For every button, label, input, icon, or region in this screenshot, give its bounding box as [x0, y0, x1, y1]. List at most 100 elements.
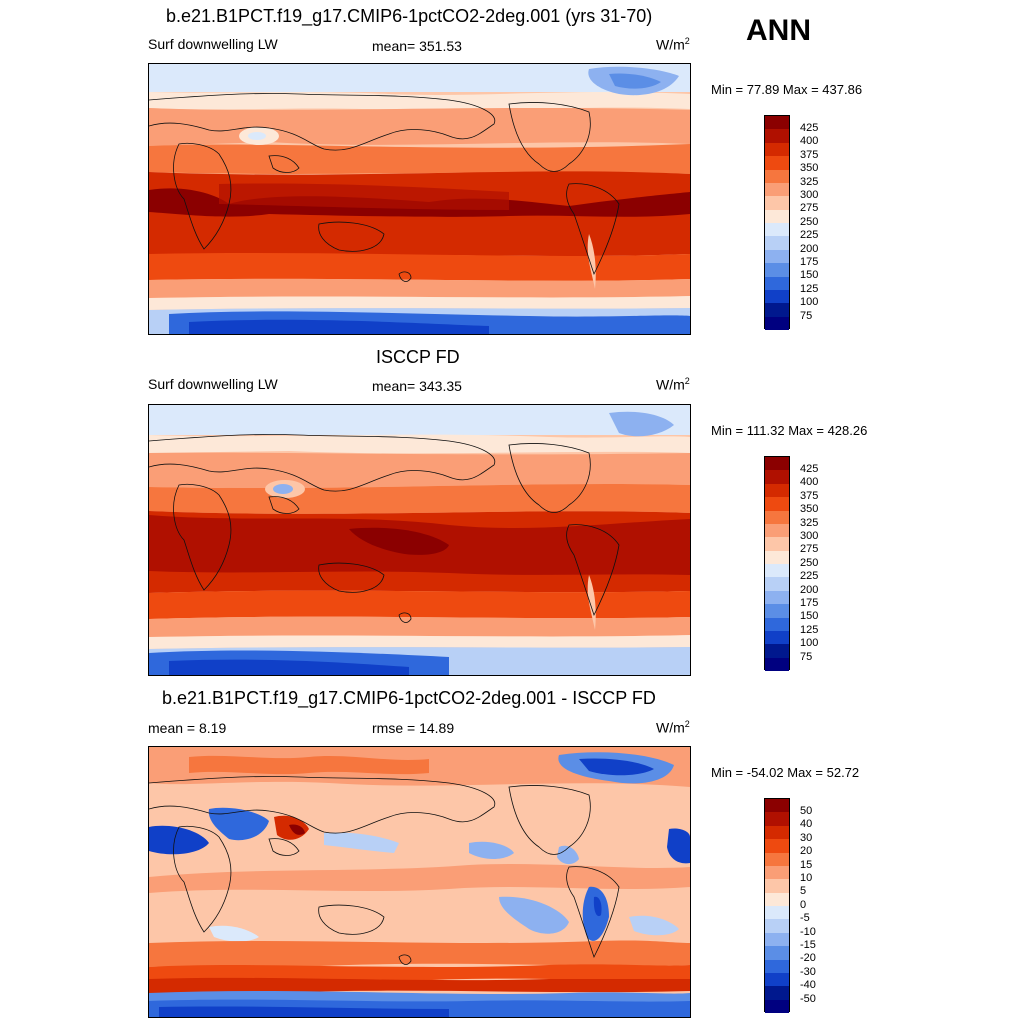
colorbar-tick-label: 200: [800, 584, 819, 596]
colorbar-swatch: [765, 316, 789, 330]
colorbar-tick-label: 300: [800, 530, 819, 542]
colorbar-swatch: [765, 263, 789, 277]
colorbar-swatch: [765, 289, 789, 304]
colorbar-tick-label: 400: [800, 476, 819, 488]
colorbar-swatch: [765, 812, 789, 826]
colorbar-swatch: [765, 457, 789, 471]
colorbar-swatch: [765, 630, 789, 645]
season-label: ANN: [746, 14, 811, 47]
panel3-title: b.e21.B1PCT.f19_g17.CMIP6-1pctCO2-2deg.0…: [162, 688, 656, 708]
panel1-colorbar: [764, 115, 790, 330]
panel3-minmax: Min = -54.02 Max = 52.72: [711, 765, 860, 780]
panel2-map: [148, 404, 691, 676]
colorbar-tick-label: 350: [800, 503, 819, 515]
colorbar-tick-label: 325: [800, 517, 819, 529]
colorbar-swatch: [765, 906, 789, 920]
panel2-minmax: Min = 111.32 Max = 428.26: [711, 423, 868, 438]
colorbar-tick-label: 425: [800, 463, 819, 475]
colorbar-swatch: [765, 223, 789, 237]
colorbar-tick-label: 250: [800, 557, 819, 569]
colorbar-swatch: [765, 604, 789, 618]
colorbar-tick-label: 200: [800, 243, 819, 255]
colorbar-swatch: [765, 497, 789, 511]
colorbar-swatch: [765, 182, 789, 197]
panel2-units: W/m2: [656, 376, 690, 393]
colorbar-tick-label: 425: [800, 122, 819, 134]
colorbar-tick-label: -5: [800, 912, 810, 924]
panel2-variable-label: Surf downwelling LW: [148, 376, 278, 392]
colorbar-tick-label: 40: [800, 818, 813, 830]
colorbar-tick-label: 75: [800, 310, 813, 322]
panel3-units: W/m2: [656, 719, 690, 736]
colorbar-swatch: [765, 116, 789, 130]
panel2-colorbar: [764, 456, 790, 671]
colorbar-swatch: [765, 644, 789, 658]
colorbar-swatch: [765, 196, 789, 210]
panel2-mean-label: mean= 343.35: [372, 378, 462, 394]
colorbar-tick-label: 250: [800, 216, 819, 228]
colorbar-tick-label: 175: [800, 256, 819, 268]
colorbar-swatch: [765, 959, 789, 973]
panel3-map: [148, 746, 691, 1018]
colorbar-tick-label: 400: [800, 135, 819, 147]
colorbar-tick-label: 225: [800, 570, 819, 582]
colorbar-tick-label: 375: [800, 149, 819, 161]
colorbar-tick-label: 0: [800, 899, 807, 911]
colorbar-swatch: [765, 590, 789, 605]
colorbar-swatch: [765, 470, 789, 484]
panel3-colorbar: [764, 798, 790, 1013]
colorbar-tick-label: 150: [800, 610, 819, 622]
colorbar-tick-label: 350: [800, 162, 819, 174]
colorbar-tick-label: 15: [800, 859, 813, 871]
colorbar-swatch: [765, 617, 789, 631]
colorbar-swatch: [765, 236, 789, 250]
colorbar-swatch: [765, 156, 789, 170]
colorbar-swatch: [765, 657, 789, 671]
colorbar-swatch: [765, 303, 789, 317]
panel1-variable-label: Surf downwelling LW: [148, 36, 278, 52]
colorbar-swatch: [765, 999, 789, 1013]
colorbar-tick-label: 125: [800, 624, 819, 636]
colorbar-tick-label: 275: [800, 543, 819, 555]
colorbar-tick-label: -15: [800, 939, 816, 951]
panel3-mean-label: mean = 8.19: [148, 720, 227, 736]
panel1-map: [148, 63, 691, 335]
colorbar-swatch: [765, 839, 789, 853]
colorbar-tick-label: 375: [800, 490, 819, 502]
colorbar-swatch: [765, 249, 789, 264]
colorbar-swatch: [765, 129, 789, 143]
colorbar-swatch: [765, 209, 789, 223]
colorbar-swatch: [765, 537, 789, 551]
colorbar-swatch: [765, 852, 789, 866]
colorbar-swatch: [765, 932, 789, 947]
colorbar-tick-label: 30: [800, 832, 813, 844]
colorbar-swatch: [765, 892, 789, 906]
colorbar-swatch: [765, 919, 789, 933]
colorbar-tick-label: -40: [800, 979, 816, 991]
colorbar-tick-label: 275: [800, 202, 819, 214]
colorbar-tick-label: 100: [800, 296, 819, 308]
colorbar-swatch: [765, 550, 789, 564]
colorbar-tick-label: 300: [800, 189, 819, 201]
colorbar-tick-label: 175: [800, 597, 819, 609]
colorbar-swatch: [765, 799, 789, 813]
panel3-rmse-label: rmse = 14.89: [372, 720, 455, 736]
panel1-minmax: Min = 77.89 Max = 437.86: [711, 82, 863, 97]
colorbar-swatch: [765, 825, 789, 840]
colorbar-swatch: [765, 972, 789, 987]
colorbar-tick-label: 325: [800, 176, 819, 188]
colorbar-swatch: [765, 946, 789, 960]
colorbar-swatch: [765, 865, 789, 880]
colorbar-swatch: [765, 276, 789, 290]
colorbar-tick-label: 150: [800, 269, 819, 281]
panel2-title: ISCCP FD: [376, 347, 460, 367]
colorbar-tick-label: -50: [800, 993, 816, 1005]
colorbar-tick-label: 75: [800, 651, 813, 663]
colorbar-swatch: [765, 483, 789, 498]
colorbar-swatch: [765, 564, 789, 578]
colorbar-tick-label: 100: [800, 637, 819, 649]
colorbar-swatch: [765, 510, 789, 524]
colorbar-tick-label: 10: [800, 872, 813, 884]
colorbar-tick-label: 125: [800, 283, 819, 295]
colorbar-swatch: [765, 523, 789, 538]
